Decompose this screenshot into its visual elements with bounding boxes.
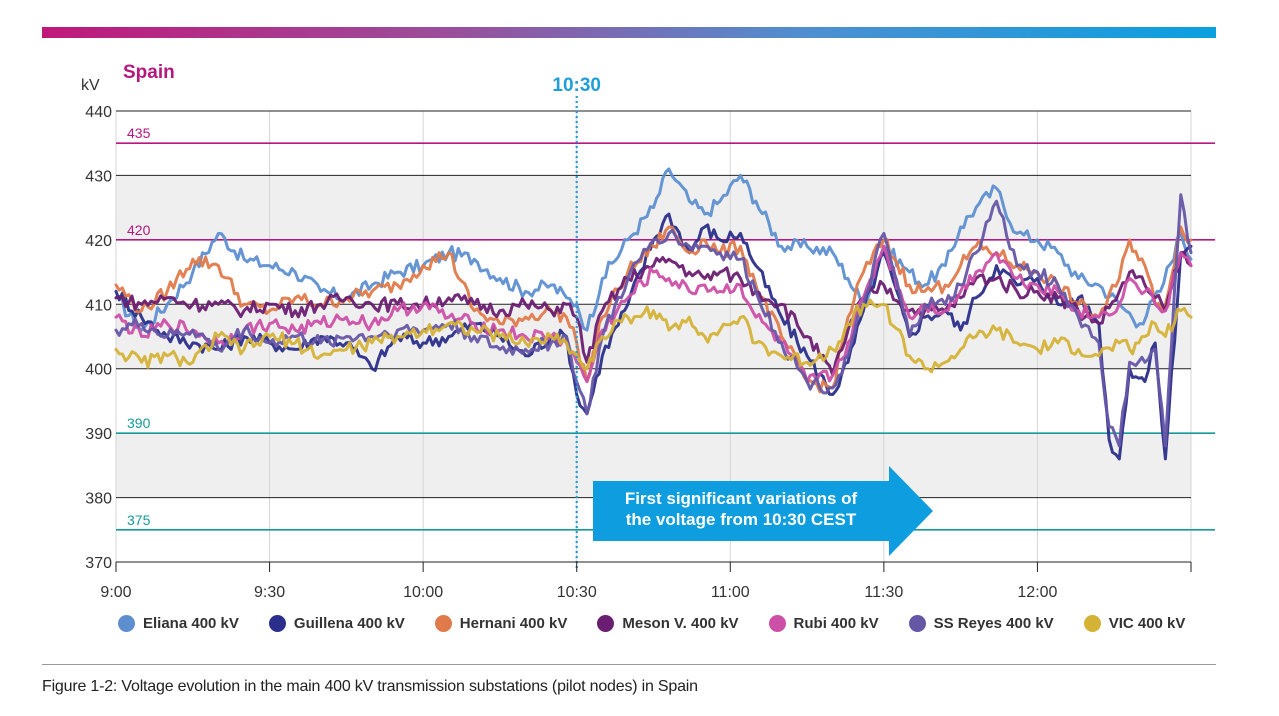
legend-label: Rubi 400 kV <box>793 615 879 632</box>
threshold-label: 390 <box>127 415 151 431</box>
legend-swatch <box>597 615 615 632</box>
y-tick-label: 440 <box>85 104 112 121</box>
y-tick-label: 400 <box>85 362 112 379</box>
threshold-label: 420 <box>127 222 151 238</box>
x-tick-label: 10:00 <box>403 584 443 601</box>
legend-item: Guillena 400 kV <box>268 615 405 632</box>
y-tick-label: 410 <box>85 297 112 314</box>
y-axis-label: kV <box>81 77 100 94</box>
x-tick-label: 9:30 <box>254 584 285 601</box>
callout-arrow-shape <box>593 466 933 556</box>
legend-swatch <box>908 615 926 632</box>
legend-item: VIC 400 kV <box>1083 615 1186 632</box>
y-tick-label: 430 <box>85 168 112 185</box>
series-line <box>114 298 1193 374</box>
x-tick-label: 11:00 <box>711 584 750 601</box>
y-tick-label: 370 <box>85 555 112 572</box>
x-tick-label: 12:00 <box>1017 584 1057 601</box>
legend-item: Eliana 400 kV <box>118 615 239 632</box>
callout-arrow: First significant variations of the volt… <box>593 466 933 556</box>
threshold-label: 375 <box>127 512 151 528</box>
legend-label: Hernani 400 kV <box>459 615 568 632</box>
x-tick-label: 10:30 <box>557 584 597 601</box>
region-label: Spain <box>123 62 175 83</box>
threshold-label: 435 <box>127 125 151 141</box>
legend-label: VIC 400 kV <box>1108 615 1186 632</box>
y-tick-label: 420 <box>85 233 112 250</box>
y-tick-label: 390 <box>85 426 112 443</box>
callout-text: First significant variations of the volt… <box>593 488 889 530</box>
legend-swatch <box>434 615 452 632</box>
background-band <box>116 368 1191 434</box>
legend-item: Hernani 400 kV <box>434 615 568 632</box>
callout-line-2: the voltage from 10:30 CEST <box>625 510 857 529</box>
legend-swatch <box>768 615 786 632</box>
callout-line-1: First significant variations of <box>624 489 858 508</box>
legend: Eliana 400 kV Guillena 400 kV Hernani 400 … <box>118 615 1215 632</box>
y-tick-label: 380 <box>85 491 112 508</box>
legend-label: Meson V. 400 kV <box>622 615 739 632</box>
legend-swatch <box>1083 615 1101 632</box>
series-lines <box>114 167 1193 461</box>
header-gradient-bar <box>42 27 1216 38</box>
x-axis: 9:00 9:30 10:00 10:30 11:00 11:30 12:00 <box>100 561 1192 601</box>
legend-label: Eliana 400 kV <box>143 615 239 632</box>
x-tick-label: 11:30 <box>864 584 903 601</box>
legend-swatch <box>268 615 286 632</box>
y-axis-ticks: 440 430 420 410 400 390 380 370 <box>85 104 112 572</box>
legend-item: SS Reyes 400 kV <box>908 615 1054 632</box>
series-line <box>114 244 1193 384</box>
series-line <box>114 193 1193 448</box>
series-line <box>114 167 1193 332</box>
x-tick-label: 9:00 <box>100 584 131 601</box>
figure-caption: Figure 1-2: Voltage evolution in the mai… <box>42 678 698 695</box>
legend-label: Guillena 400 kV <box>293 615 405 632</box>
series-line <box>114 250 1193 377</box>
legend-item: Rubi 400 kV <box>768 615 879 632</box>
legend-item: Meson V. 400 kV <box>597 615 739 632</box>
time-marker: 10:30 <box>552 75 601 570</box>
caption-divider <box>42 664 1216 665</box>
legend-label: SS Reyes 400 kV <box>933 615 1054 632</box>
marker-label: 10:30 <box>552 75 601 96</box>
legend-swatch <box>118 615 135 632</box>
